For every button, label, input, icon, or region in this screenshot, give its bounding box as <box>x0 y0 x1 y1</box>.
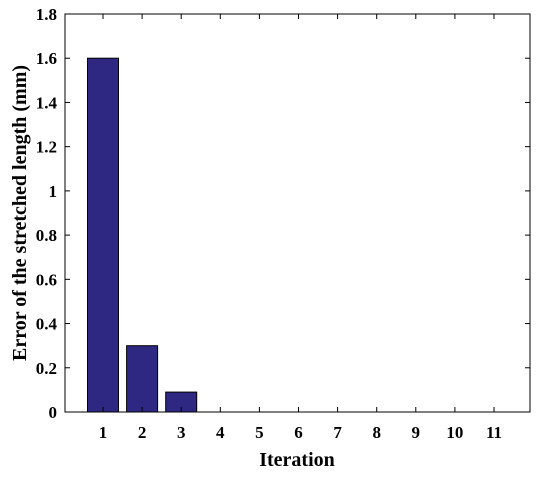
y-tick-label: 1.4 <box>36 93 58 112</box>
x-tick-label: 5 <box>255 423 264 442</box>
y-tick-label: 0.2 <box>36 359 57 378</box>
y-tick-label: 1.2 <box>36 138 57 157</box>
x-tick-label: 8 <box>372 423 381 442</box>
x-tick-label: 3 <box>177 423 186 442</box>
y-tick-label: 1.6 <box>36 49 57 68</box>
y-tick-label: 1.8 <box>36 5 57 24</box>
y-tick-label: 0 <box>49 403 58 422</box>
x-tick-label: 4 <box>216 423 225 442</box>
x-tick-label: 9 <box>412 423 421 442</box>
y-tick-label: 1 <box>49 182 58 201</box>
x-tick-label: 1 <box>99 423 108 442</box>
bar-1 <box>87 57 119 413</box>
x-axis-title: Iteration <box>259 449 335 471</box>
x-tick-label: 7 <box>333 423 342 442</box>
x-tick-label: 11 <box>486 423 502 442</box>
x-tick-label: 10 <box>446 423 463 442</box>
y-axis-title: Error of the stretched length (mm) <box>9 65 31 361</box>
y-tick-label: 0.4 <box>36 315 58 334</box>
y-tick-label: 0.6 <box>36 270 57 289</box>
bar-2 <box>126 345 159 413</box>
y-tick-label: 0.8 <box>36 226 57 245</box>
x-tick-label: 2 <box>138 423 147 442</box>
plot-frame <box>64 13 531 413</box>
y-ticks-group: 0 0.2 0.4 0.6 0.8 1 1.2 1.4 1.6 1.8 <box>36 5 530 422</box>
bars-group <box>87 57 198 413</box>
x-tick-label: 6 <box>294 423 303 442</box>
x-ticks-group: 1 2 3 4 5 6 7 8 9 10 11 <box>99 14 502 442</box>
